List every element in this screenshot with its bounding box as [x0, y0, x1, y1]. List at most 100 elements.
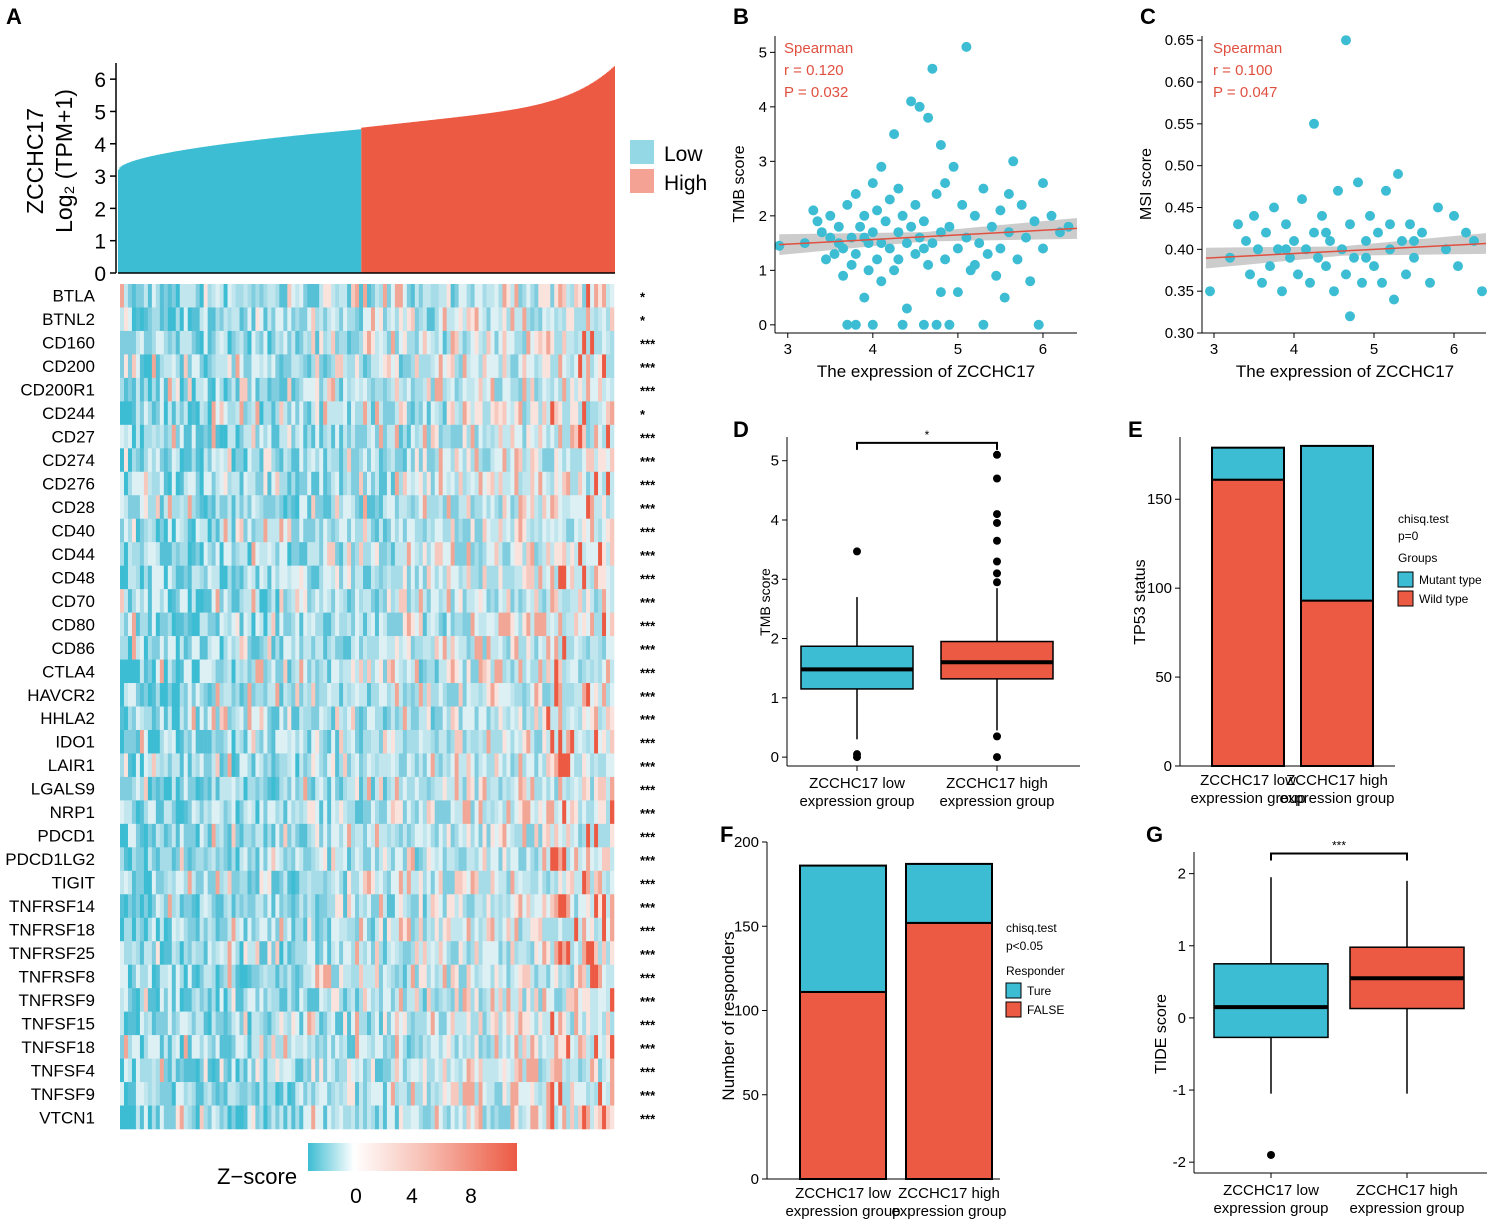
heatmap-cell — [159, 870, 165, 895]
heatmap-cell — [370, 870, 376, 895]
heatmap-cell — [223, 495, 228, 520]
heatmap-cell — [394, 589, 400, 613]
heatmap-cell — [351, 1035, 356, 1059]
heatmap-cell — [522, 1035, 527, 1059]
heatmap-cell — [367, 683, 372, 707]
heatmap-cell — [171, 424, 177, 449]
heatmap-cell — [275, 636, 280, 660]
heatmap-cell — [135, 847, 141, 872]
heatmap-cell — [562, 542, 567, 566]
heatmap-cell — [406, 823, 412, 848]
heatmap-cell — [530, 330, 535, 355]
heatmap-cell — [470, 401, 475, 426]
heatmap-cell — [283, 284, 288, 308]
heatmap-cell — [386, 917, 392, 942]
heatmap-cell — [606, 495, 611, 520]
heatmap-cell — [255, 284, 260, 308]
heatmap-cell — [482, 870, 487, 895]
heatmap-cell — [179, 988, 185, 1012]
heatmap-cell — [223, 448, 228, 473]
heatmap-cell — [506, 330, 511, 355]
heatmap-cell — [175, 988, 181, 1012]
heatmap-cell — [195, 847, 200, 872]
heatmap-cell — [554, 495, 559, 520]
heatmap-cell — [307, 495, 312, 520]
heatmap-cell — [482, 941, 487, 965]
heatmap-cell — [374, 1011, 380, 1036]
heatmap-cell — [215, 847, 220, 872]
heatmap-cell — [303, 776, 308, 801]
heatmap-cell — [478, 589, 483, 613]
heatmap-cell — [382, 870, 388, 895]
heatmap-cell — [299, 941, 304, 965]
heatmap-cell — [299, 471, 304, 496]
heatmap-cell — [315, 1105, 320, 1130]
heatmap-cell — [522, 659, 527, 684]
heatmap-cell — [303, 589, 308, 613]
heatmap-cell — [223, 1011, 228, 1036]
heatmap-cell — [506, 870, 511, 895]
heatmap-cell — [458, 894, 463, 919]
heatmap-cell — [179, 448, 185, 473]
heatmap-cell — [191, 800, 196, 825]
heatmap-cell — [502, 800, 507, 825]
heatmap-cell — [522, 330, 527, 355]
heatmap-cell — [143, 542, 149, 566]
data-point — [1381, 185, 1391, 196]
heatmap-cell — [594, 307, 599, 332]
heatmap-cell — [311, 823, 316, 848]
heatmap-cell — [139, 917, 145, 942]
heatmap-cell — [442, 354, 447, 379]
heatmap-cell — [526, 1082, 531, 1106]
heatmap-cell — [518, 683, 523, 707]
heatmap-cell — [311, 894, 316, 919]
heatmap-cell — [602, 471, 607, 496]
heatmap-cell — [167, 964, 173, 989]
heatmap-cell — [570, 894, 575, 919]
heatmap-cell — [402, 1082, 408, 1106]
heatmap-cell — [398, 589, 404, 613]
heatmap-cell — [259, 448, 264, 473]
heatmap-cell — [195, 823, 200, 848]
heatmap-cell — [490, 284, 495, 308]
heatmap-cell — [255, 330, 260, 355]
gene-label: TNFRSF14 — [9, 897, 95, 916]
heatmap-cell — [363, 565, 368, 590]
heatmap-cell — [299, 401, 304, 426]
heatmap-cell — [526, 894, 531, 919]
heatmap-cell — [398, 964, 404, 989]
heatmap-cell — [191, 284, 196, 308]
heatmap-cell — [578, 1035, 583, 1059]
heatmap-cell — [211, 917, 216, 942]
heatmap-cell — [558, 1082, 563, 1106]
heatmap-cell — [207, 284, 212, 308]
x-category-label-line: expression group — [1190, 790, 1305, 807]
heatmap-cell — [135, 1011, 141, 1036]
heatmap-cell — [518, 917, 523, 942]
heatmap-cell — [331, 307, 336, 332]
heatmap-cell — [339, 330, 344, 355]
heatmap-cell — [542, 1011, 547, 1036]
heatmap-cell — [323, 612, 328, 637]
heatmap-cell — [207, 917, 212, 942]
heatmap-cell — [283, 424, 288, 449]
significance-mark: *** — [640, 783, 656, 798]
heatmap-cell — [271, 894, 276, 919]
heatmap-cell — [331, 542, 336, 566]
heatmap-cell — [450, 589, 455, 613]
heatmap-cell — [530, 542, 535, 566]
heatmap-cell — [454, 518, 459, 543]
heatmap-cell — [594, 1011, 599, 1036]
heatmap-cell — [538, 401, 543, 426]
heatmap-cell — [530, 729, 535, 754]
data-point — [884, 194, 895, 205]
heatmap-cell — [359, 941, 364, 965]
heatmap-cell — [139, 1082, 145, 1106]
heatmap-cell — [426, 870, 432, 895]
x-category-label-line: expression group — [1279, 790, 1394, 807]
heatmap-cell — [470, 471, 475, 496]
heatmap-cell — [120, 565, 125, 590]
heatmap-cell — [466, 1058, 471, 1083]
heatmap-cell — [502, 424, 507, 449]
heatmap-cell — [378, 917, 384, 942]
